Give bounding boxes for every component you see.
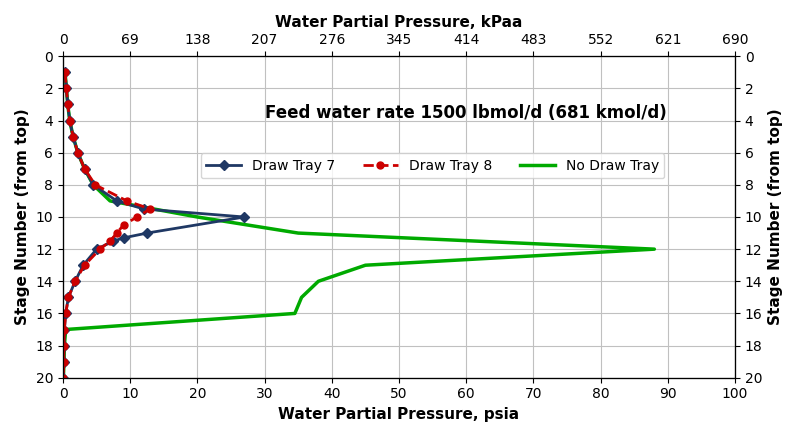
Draw Tray 8	[105, 239, 115, 244]
Text: Feed water rate 1500 lbmol/d (681 kmol/d): Feed water rate 1500 lbmol/d (681 kmol/d…	[265, 104, 666, 121]
Draw Tray 7	[61, 70, 70, 75]
No Draw Tray	[61, 327, 70, 332]
Draw Tray 7	[89, 182, 98, 187]
No Draw Tray	[61, 86, 71, 91]
Draw Tray 7	[142, 230, 152, 236]
Draw Tray 8	[145, 206, 155, 212]
No Draw Tray	[63, 102, 73, 107]
Draw Tray 8	[70, 279, 80, 284]
No Draw Tray	[59, 359, 69, 364]
Draw Tray 7	[63, 102, 73, 107]
Draw Tray 7	[109, 239, 118, 244]
Draw Tray 7	[139, 206, 148, 212]
No Draw Tray	[65, 118, 74, 123]
Draw Tray 8	[80, 263, 89, 268]
Draw Tray 8	[73, 150, 83, 155]
Draw Tray 7	[80, 166, 89, 171]
Legend: Draw Tray 7, Draw Tray 8, No Draw Tray: Draw Tray 7, Draw Tray 8, No Draw Tray	[201, 153, 665, 178]
Line: Draw Tray 7: Draw Tray 7	[60, 69, 248, 381]
No Draw Tray	[314, 279, 323, 284]
Draw Tray 8	[60, 327, 69, 332]
Draw Tray 8	[132, 215, 142, 220]
No Draw Tray	[61, 70, 70, 75]
Draw Tray 7	[60, 327, 69, 332]
No Draw Tray	[73, 150, 83, 155]
No Draw Tray	[69, 134, 78, 139]
Draw Tray 8	[61, 86, 71, 91]
Draw Tray 8	[63, 102, 73, 107]
Draw Tray 7	[59, 343, 69, 348]
Draw Tray 7	[61, 86, 71, 91]
Draw Tray 7	[92, 246, 101, 252]
Draw Tray 7	[78, 263, 88, 268]
No Draw Tray	[290, 311, 299, 316]
Draw Tray 8	[95, 246, 105, 252]
Draw Tray 7	[59, 359, 69, 364]
Draw Tray 8	[119, 222, 128, 228]
Y-axis label: Stage Number (from top): Stage Number (from top)	[768, 109, 783, 325]
Draw Tray 7	[70, 279, 80, 284]
Line: No Draw Tray: No Draw Tray	[63, 73, 654, 378]
Draw Tray 7	[119, 235, 128, 240]
Draw Tray 8	[59, 359, 69, 364]
No Draw Tray	[58, 375, 68, 380]
Draw Tray 8	[65, 118, 74, 123]
No Draw Tray	[60, 343, 69, 348]
Y-axis label: Stage Number (from top): Stage Number (from top)	[15, 109, 30, 325]
No Draw Tray	[89, 182, 98, 187]
Draw Tray 7	[239, 215, 249, 220]
No Draw Tray	[650, 246, 659, 252]
X-axis label: Water Partial Pressure, kPaa: Water Partial Pressure, kPaa	[275, 15, 523, 30]
X-axis label: Water Partial Pressure, psia: Water Partial Pressure, psia	[279, 407, 519, 422]
Draw Tray 7	[69, 134, 78, 139]
Draw Tray 8	[61, 70, 70, 75]
No Draw Tray	[192, 215, 202, 220]
Draw Tray 8	[122, 198, 132, 204]
Draw Tray 8	[58, 375, 68, 380]
Draw Tray 8	[69, 134, 78, 139]
Draw Tray 7	[61, 311, 70, 316]
Draw Tray 7	[65, 118, 74, 123]
Draw Tray 8	[61, 311, 70, 316]
No Draw Tray	[361, 263, 370, 268]
Draw Tray 7	[112, 198, 121, 204]
Draw Tray 7	[73, 150, 83, 155]
Draw Tray 8	[59, 343, 69, 348]
Draw Tray 7	[58, 375, 68, 380]
Draw Tray 7	[64, 295, 73, 300]
Line: Draw Tray 8: Draw Tray 8	[60, 69, 154, 381]
Draw Tray 8	[80, 166, 89, 171]
No Draw Tray	[297, 295, 306, 300]
Draw Tray 8	[64, 295, 73, 300]
Draw Tray 8	[112, 230, 121, 236]
No Draw Tray	[294, 230, 303, 236]
No Draw Tray	[105, 198, 115, 204]
No Draw Tray	[80, 166, 89, 171]
Draw Tray 8	[90, 182, 100, 187]
